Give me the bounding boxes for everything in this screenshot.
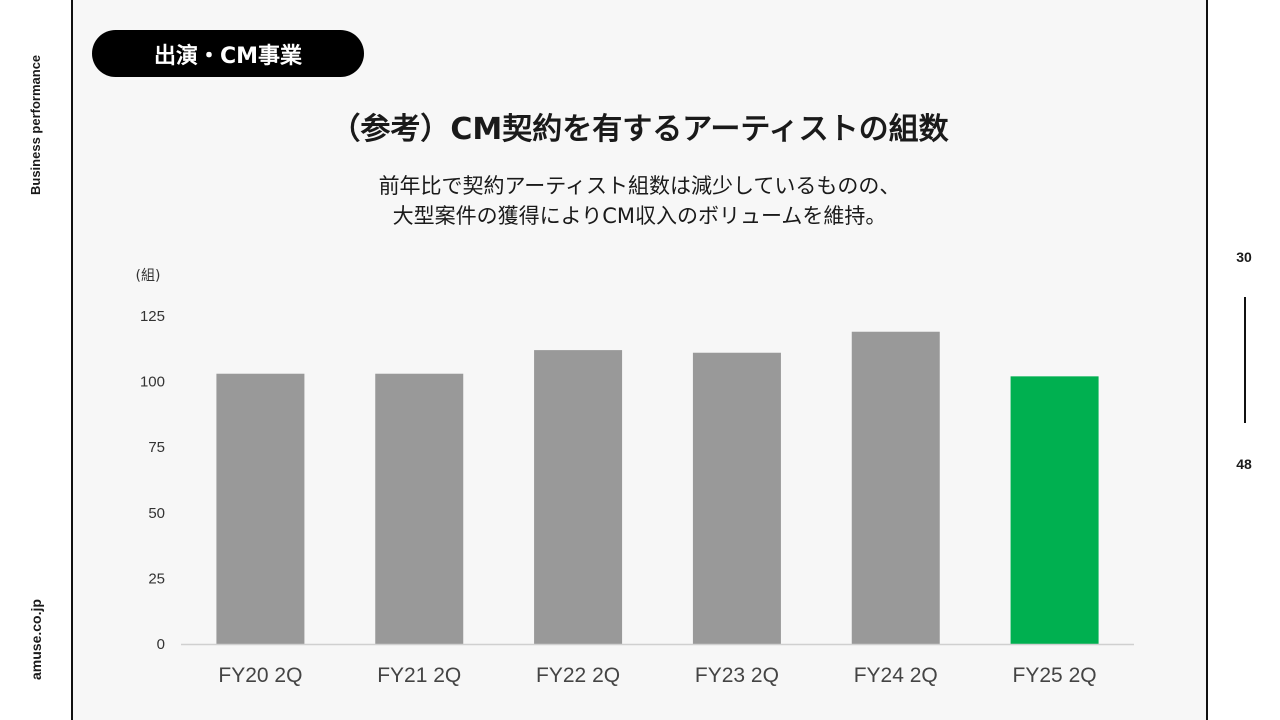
y-tick-label: 50 (148, 505, 165, 522)
slide-title: （参考）CM契約を有するアーティストの組数 (330, 112, 949, 147)
right-border-line (1206, 0, 1208, 720)
bar (1010, 376, 1099, 644)
x-category-label: FY22 2Q (536, 664, 620, 687)
y-tick-label: 75 (148, 439, 165, 456)
y-tick-label: 125 (140, 308, 165, 325)
bar (851, 331, 940, 644)
y-tick-label: 25 (148, 570, 165, 587)
page-number-total: 48 (1236, 456, 1252, 472)
x-category-label: FY21 2Q (377, 664, 461, 687)
page-number-current: 30 (1236, 249, 1252, 265)
bar (375, 373, 464, 644)
y-tick-label: 100 (140, 374, 165, 391)
slide-subtitle-line2: 大型案件の獲得によりCM収入のボリュームを維持。 (392, 204, 887, 228)
x-category-label: FY23 2Q (695, 664, 779, 687)
y-axis-unit-label: (組) (136, 268, 161, 284)
slide-subtitle-line1: 前年比で契約アーティスト組数は減少しているものの、 (378, 174, 901, 198)
bar (534, 350, 623, 644)
bar (692, 352, 781, 644)
category-pill-label: 出演・CM事業 (153, 43, 303, 69)
x-category-label: FY25 2Q (1013, 664, 1097, 687)
x-category-label: FY24 2Q (854, 664, 938, 687)
bar (216, 373, 305, 644)
x-category-label: FY20 2Q (218, 664, 302, 687)
page-indicator-line (1244, 297, 1246, 423)
category-pill: 出演・CM事業 (92, 30, 364, 77)
y-tick-label: 0 (157, 636, 165, 653)
left-border-line (71, 0, 73, 720)
